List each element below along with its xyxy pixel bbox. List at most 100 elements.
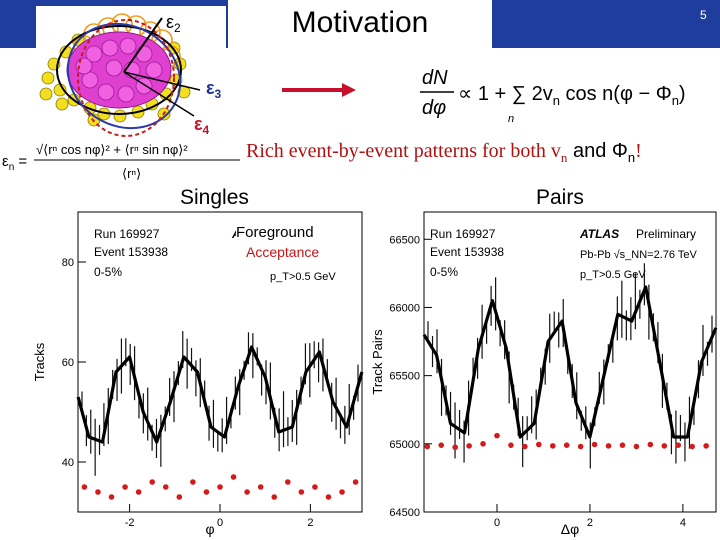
acceptance-legend: Acceptance [246, 244, 320, 260]
singles-acceptance-point [230, 474, 237, 480]
singles-acceptance-point [122, 484, 128, 490]
collision-diagram: ε2 ε3 ε4 [36, 6, 226, 137]
pairs-ytick-label: 65000 [389, 439, 420, 451]
eps4-label: ε4 [194, 114, 210, 137]
singles-chart: Run 169927 Event 153938 0-5% p_T>0.5 GeV… [32, 211, 364, 537]
eps2-axis [123, 17, 163, 73]
singles-acceptance-point [284, 479, 291, 485]
pairs-acceptance-point [703, 443, 709, 449]
eps3-axis [123, 71, 201, 91]
dn-numerator: dN [422, 67, 448, 89]
singles-acceptance-point [95, 489, 101, 495]
pairs-run-label: Run 169927 [430, 227, 496, 241]
pairs-centrality-label: 0-5% [430, 265, 458, 279]
pairs-cut-label: p_T>0.5 GeV [580, 269, 646, 281]
pairs-xtick-label: 4 [680, 517, 686, 529]
singles-xtick-label: 0 [217, 517, 223, 529]
singles-cut-label: p_T>0.5 GeV [270, 271, 336, 283]
eps4-contour [77, 19, 175, 137]
pairs-info: Run 169927 Event 153938 0-5% ATLAS Preli… [430, 227, 697, 281]
eps-denominator: ⟨rⁿ⟩ [122, 166, 141, 181]
dn-denominator: dφ [422, 97, 446, 119]
pairs-acceptance-points [424, 432, 709, 451]
title-box [228, 0, 492, 48]
eps-numerator: √⟨rⁿ cos nφ⟩² + ⟨rⁿ sin nφ⟩² [36, 142, 188, 157]
singles-acceptance-point [298, 489, 305, 495]
singles-acceptance-point [271, 494, 278, 500]
singles-acceptance-point [176, 494, 183, 500]
foreground-legend: Foreground [236, 224, 314, 241]
pairs-event-label: Event 153938 [430, 245, 504, 259]
pairs-ytick-label: 65500 [389, 371, 420, 383]
pairs-acceptance-point [619, 442, 626, 448]
pairs-acceptance-point [633, 443, 640, 450]
arrow [282, 83, 356, 97]
pairs-axes: 0 2 4 64500 65000 65500 66000 66500 [389, 234, 686, 529]
pairs-ytick-label: 66500 [389, 234, 420, 246]
singles-error-bars [81, 331, 359, 476]
singles-xlabel: φ [205, 521, 214, 537]
fourier-rhs: ∝ 1 + ∑ 2vn cos n(φ − Φn) [458, 83, 686, 108]
pairs-acceptance-point [508, 442, 514, 448]
eps4-axis [123, 71, 195, 117]
pairs-xtick-label: 0 [494, 517, 500, 529]
page-number: 5 [700, 8, 707, 22]
singles-acceptance-point [217, 484, 223, 490]
singles-acceptance-point [162, 484, 169, 490]
singles-axes: -2 0 2 40 60 80 [62, 257, 314, 529]
singles-acceptance-point [257, 484, 264, 490]
singles-label: Singles [180, 186, 249, 209]
pairs-acceptance-point [563, 442, 570, 448]
pairs-acceptance-point [466, 443, 472, 449]
pairs-acceptance-point [675, 442, 682, 448]
singles-xtick-label: -2 [125, 517, 135, 529]
pairs-acceptance-point [424, 443, 431, 450]
singles-acceptance-points [81, 474, 359, 500]
singles-acceptance-point [108, 494, 115, 500]
pairs-acceptance-point [591, 441, 598, 448]
pairs-fit-curve [422, 285, 718, 439]
eps3-contour [66, 22, 182, 130]
pairs-ytick-label: 64500 [389, 507, 420, 519]
pairs-ytick-label: 66000 [389, 302, 420, 314]
pairs-acceptance-point [605, 443, 612, 449]
singles-acceptance-point [190, 479, 196, 485]
pairs-system-label: Pb-Pb √s_NN=2.76 TeV [580, 249, 697, 261]
singles-centrality-label: 0-5% [94, 265, 122, 279]
singles-event-label: Event 153938 [94, 245, 168, 259]
pairs-acceptance-point [494, 432, 500, 439]
singles-acceptance-point [244, 489, 250, 495]
pairs-acceptance-point [522, 443, 528, 450]
singles-truncated-atlas-mark: A [231, 227, 241, 241]
pairs-acceptance-point [689, 443, 695, 450]
eps3-label: ε3 [206, 78, 222, 101]
singles-acceptance-point [81, 484, 88, 490]
singles-acceptance-point [339, 489, 345, 495]
singles-acceptance-point [312, 484, 318, 490]
pairs-acceptance-point [549, 443, 556, 449]
eps2-label: ε2 [166, 12, 181, 35]
singles-acceptance-point [352, 479, 359, 485]
singles-acceptance-point [325, 494, 332, 500]
pairs-status-label: Preliminary [636, 227, 696, 241]
singles-acceptance-point [135, 489, 142, 495]
fourier-formula: dN dφ ∝ 1 + ∑ 2vn cos n(φ − Φn) n [420, 67, 686, 125]
singles-ytick-label: 60 [62, 357, 74, 369]
pairs-acceptance-point [452, 444, 458, 451]
caption: Rich event-by-event patterns for both vn… [246, 140, 642, 165]
singles-info: Run 169927 Event 153938 0-5% p_T>0.5 GeV [94, 227, 336, 283]
singles-run-label: Run 169927 [94, 227, 160, 241]
eps-lhs: εn = [2, 153, 27, 173]
pairs-acceptance-point [438, 442, 445, 448]
pairs-xlabel: Δφ [561, 521, 579, 537]
pairs-fit-line [422, 285, 718, 439]
pairs-acceptance-point [577, 443, 584, 450]
pairs-xtick-label: 2 [587, 517, 593, 529]
pairs-acceptance-point [647, 441, 654, 448]
pairs-experiment-label: ATLAS [579, 227, 619, 241]
eps2-ellipse [56, 25, 182, 115]
pairs-ylabel: Track Pairs [370, 329, 385, 395]
pairs-acceptance-point [480, 441, 486, 447]
singles-ytick-label: 80 [62, 257, 74, 269]
singles-ytick-label: 40 [62, 457, 74, 469]
